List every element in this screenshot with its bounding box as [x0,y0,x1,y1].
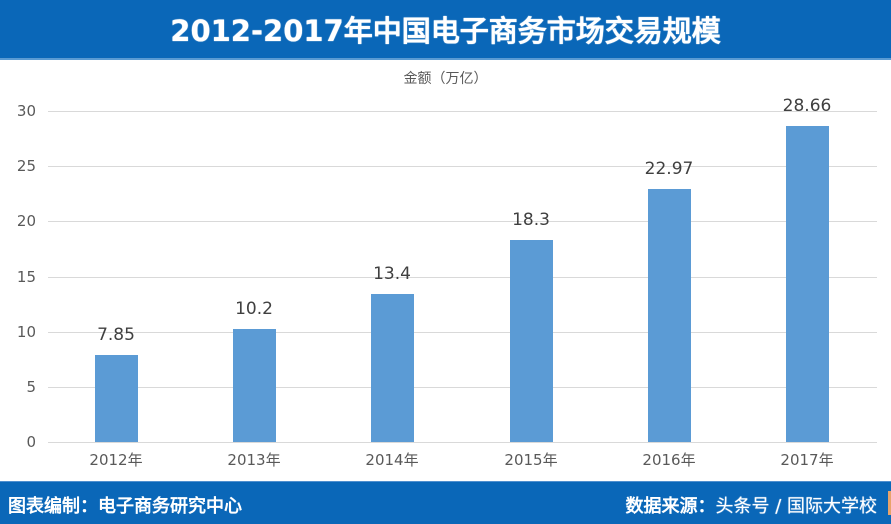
gridline [48,387,877,388]
y-tick-label: 5 [26,378,36,396]
chart-credit: 图表编制：电子商务研究中心 [8,496,242,517]
gridline [48,221,877,222]
y-tick-label: 0 [26,433,36,451]
x-tick-label: 2015年 [504,451,558,469]
bar-value-label: 18.3 [512,210,550,231]
bar [785,125,829,442]
y-axis-unit-label: 金额（万亿） [403,71,488,87]
x-tick-label: 2012年 [89,451,143,469]
bar [94,355,138,442]
data-source: 数据来源：头条号 / 国际大学校 [625,492,877,518]
bar-value-label: 10.2 [235,299,273,320]
data-source-label: 数据来源： [625,496,716,517]
y-tick-label: 10 [16,323,36,341]
x-tick-label: 2014年 [365,451,419,469]
edge-fragment [888,491,891,515]
y-tick-label: 15 [16,268,36,286]
bar-chart-plot-area: 0 5 10 15 20 25 30 7.85 2012年 10.2 2013年 13.4 2014年 1… [16,95,877,469]
bar-value-label: 7.85 [97,325,135,346]
gridline [48,111,877,112]
y-tick-label: 30 [16,102,36,120]
watermark-text: 头条号 / 国际大学校 [715,496,877,517]
x-tick-label: 2013年 [227,451,281,469]
chart-title: 2012-2017年中国电子商务市场交易规模 [170,14,721,48]
bar [232,329,276,442]
gridline [48,166,877,167]
gridline [48,442,877,443]
y-tick-label: 25 [16,157,36,175]
chart-footer: 图表编制：电子商务研究中心 数据来源：头条号 / 国际大学校 [0,481,891,524]
x-tick-label: 2017年 [780,451,834,469]
y-tick-label: 20 [16,212,36,230]
bar-value-label: 22.97 [644,158,694,179]
bar [647,188,691,442]
bar [370,294,414,442]
bar [509,240,553,442]
bar-value-label: 13.4 [373,264,411,285]
chart-header: 2012-2017年中国电子商务市场交易规模 [0,0,891,60]
gridline [48,332,877,333]
gridline [48,277,877,278]
x-tick-label: 2016年 [642,451,696,469]
bar-value-label: 28.66 [782,95,832,116]
